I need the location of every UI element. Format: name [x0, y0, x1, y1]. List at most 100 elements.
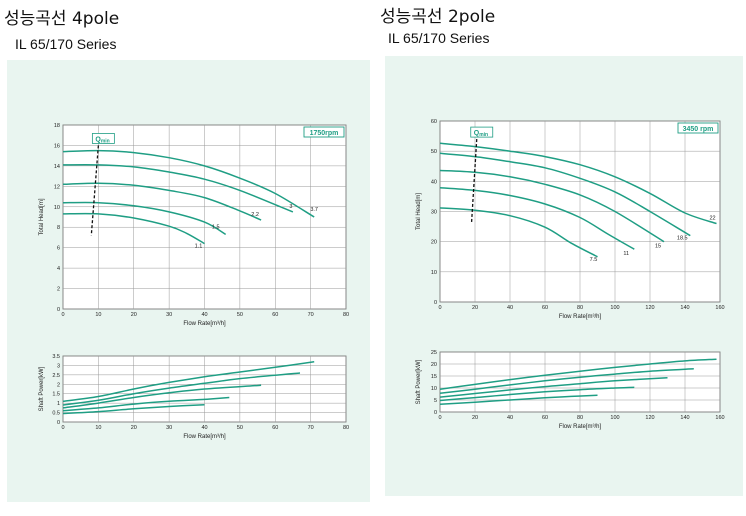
x-tick-label: 10	[95, 312, 101, 318]
x-tick-label: 40	[507, 305, 513, 311]
panel-subtitle-4pole: IL 65/170 Series	[15, 36, 117, 52]
x-tick-label: 160	[715, 305, 724, 311]
y-tick-label: 10	[54, 205, 60, 211]
qmin-line	[470, 139, 478, 224]
y-tick-label: 14	[54, 164, 60, 170]
x-axis-label: Flow Rate[m³/h]	[559, 314, 602, 320]
x-tick-label: 80	[343, 425, 349, 431]
series-line-3.7	[62, 360, 315, 403]
y-tick-label: 25	[431, 350, 437, 356]
series-line-3	[62, 163, 294, 213]
y-axis-label: Total Head[m]	[416, 193, 422, 230]
x-tick-label: 30	[166, 425, 172, 431]
x-tick-label: 50	[237, 425, 243, 431]
y-tick-label: 2	[57, 287, 60, 293]
series-line-11	[439, 386, 635, 402]
x-tick-label: 10	[95, 425, 101, 431]
y-tick-label: 3.5	[52, 354, 60, 360]
y-tick-label: 0	[57, 420, 60, 426]
x-tick-label: 40	[201, 312, 207, 318]
qmin-label: Qmin	[474, 130, 488, 138]
y-tick-label: 1	[57, 401, 60, 407]
y-tick-label: 10	[431, 386, 437, 392]
x-tick-label: 30	[166, 312, 172, 318]
x-tick-label: 60	[272, 312, 278, 318]
x-tick-label: 70	[308, 425, 314, 431]
qmin-label-box	[470, 126, 494, 138]
x-tick-label: 20	[131, 425, 137, 431]
y-tick-label: 20	[431, 240, 437, 246]
x-tick-label: 140	[680, 415, 689, 421]
y-tick-label: 0.5	[52, 411, 60, 417]
x-tick-label: 100	[610, 305, 619, 311]
y-tick-label: 20	[431, 362, 437, 368]
x-tick-label: 70	[308, 312, 314, 318]
series-label-7.5: 7.5	[590, 257, 598, 263]
x-tick-label: 0	[438, 305, 441, 311]
x-tick-label: 120	[645, 305, 654, 311]
series-line-2.2	[62, 182, 262, 221]
series-line-22	[439, 358, 717, 390]
x-tick-label: 140	[680, 305, 689, 311]
rpm-badge	[677, 122, 719, 134]
x-tick-label: 0	[61, 312, 64, 318]
x-tick-label: 120	[645, 415, 654, 421]
rpm-badge	[303, 126, 345, 138]
series-label-1.5: 1.5	[212, 224, 220, 230]
qmin-label-sub: min	[101, 138, 110, 144]
x-tick-label: 60	[272, 425, 278, 431]
x-tick-label: 40	[507, 415, 513, 421]
y-tick-label: 16	[54, 143, 60, 149]
x-tick-label: 60	[542, 415, 548, 421]
y-axis-label: Shaft Power[kW]	[416, 359, 422, 404]
series-line-2.2	[62, 384, 262, 409]
series-label-3.7: 3.7	[310, 207, 318, 213]
x-tick-label: 0	[61, 425, 64, 431]
y-tick-label: 12	[54, 184, 60, 190]
x-tick-label: 60	[542, 305, 548, 311]
y-tick-label: 30	[431, 210, 437, 216]
x-tick-label: 40	[201, 425, 207, 431]
y-tick-label: 1.5	[52, 392, 60, 398]
y-axis-label: Total Head[m]	[39, 198, 45, 235]
y-tick-label: 4	[57, 266, 60, 272]
y-axis-label: Shaft Power[kW]	[39, 366, 45, 411]
x-tick-label: 80	[343, 312, 349, 318]
y-tick-label: 2	[57, 382, 60, 388]
series-line-7.5	[439, 394, 598, 406]
series-line-3	[62, 372, 301, 406]
rpm-label: 1750rpm	[310, 130, 339, 137]
x-tick-label: 20	[472, 415, 478, 421]
series-label-18.5: 18.5	[677, 236, 688, 242]
rpm-label: 3450 rpm	[683, 126, 714, 133]
series-label-15: 15	[655, 244, 661, 250]
series-line-1.5	[62, 201, 227, 236]
x-tick-label: 20	[131, 312, 137, 318]
y-tick-label: 40	[431, 179, 437, 185]
y-tick-label: 15	[431, 374, 437, 380]
y-tick-label: 60	[431, 119, 437, 125]
qmin-line	[90, 145, 100, 236]
x-tick-label: 80	[577, 415, 583, 421]
series-label-1.1: 1.1	[195, 244, 203, 250]
y-tick-label: 5	[434, 398, 437, 404]
y-tick-label: 6	[57, 246, 60, 252]
series-label-11: 11	[623, 251, 629, 257]
series-label-3: 3	[289, 204, 292, 210]
x-tick-label: 50	[237, 312, 243, 318]
y-tick-label: 10	[431, 270, 437, 276]
series-line-3.7	[62, 149, 315, 218]
x-tick-label: 80	[577, 305, 583, 311]
series-line-18.5	[439, 152, 691, 237]
x-axis-label: Flow Rate[m³/h]	[559, 424, 602, 430]
series-line-22	[439, 142, 717, 225]
y-tick-label: 3	[57, 363, 60, 369]
series-line-1.5	[62, 396, 230, 412]
y-tick-label: 0	[434, 410, 437, 416]
x-tick-label: 0	[438, 415, 441, 421]
x-tick-label: 160	[715, 415, 724, 421]
y-tick-label: 0	[57, 307, 60, 313]
series-line-11	[439, 186, 635, 250]
x-axis-label: Flow Rate[m³/h]	[183, 321, 226, 327]
